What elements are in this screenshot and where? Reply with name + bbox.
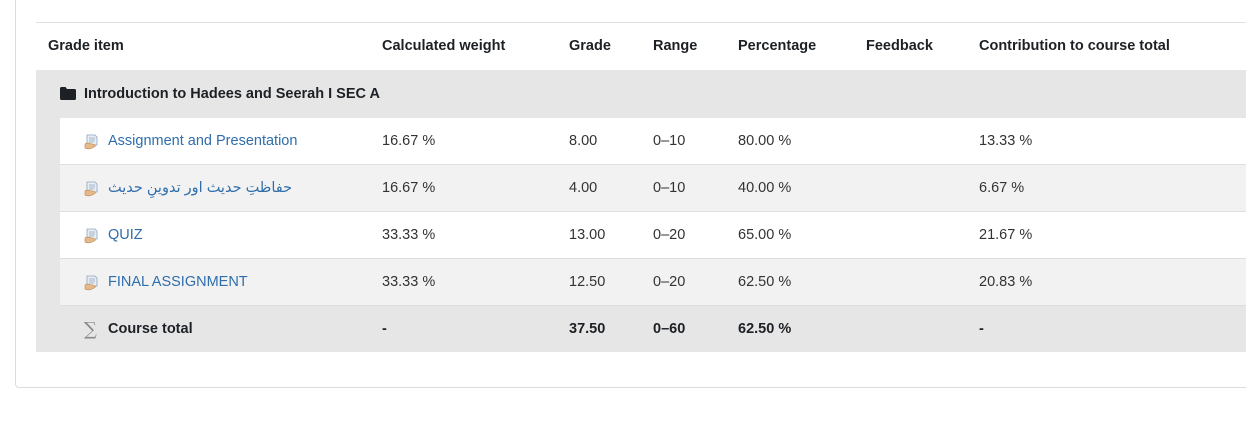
course-total-range: 0–60 xyxy=(653,321,686,337)
category-title: Introduction to Hadees and Seerah I SEC … xyxy=(84,86,380,102)
item-grade: 12.50 xyxy=(569,274,606,290)
folder-icon xyxy=(60,87,76,100)
course-total-contribution: - xyxy=(979,321,984,337)
item-percentage: 80.00 % xyxy=(738,133,792,149)
course-total-grade: 37.50 xyxy=(569,321,606,337)
item-grade: 8.00 xyxy=(569,133,598,149)
header-grade-item: Grade item xyxy=(48,38,124,54)
item-percentage: 40.00 % xyxy=(738,180,792,196)
item-contribution: 13.33 % xyxy=(979,133,1033,149)
item-grade: 4.00 xyxy=(569,180,598,196)
table-row: حفاظتِ حدیث اور تدوینِ حدیث 16.67 % 4.00 0–… xyxy=(60,165,1246,212)
item-percentage: 65.00 % xyxy=(738,227,792,243)
course-total-percentage: 62.50 % xyxy=(738,321,792,337)
item-weight: 33.33 % xyxy=(382,227,436,243)
assignment-icon xyxy=(84,181,98,197)
item-range: 0–10 xyxy=(653,180,686,196)
course-total-weight: - xyxy=(382,321,387,337)
item-weight: 16.67 % xyxy=(382,133,436,149)
assignment-icon xyxy=(84,228,98,244)
assignment-icon xyxy=(84,275,98,291)
item-contribution: 6.67 % xyxy=(979,180,1025,196)
table-row: Assignment and Presentation 16.67 % 8.00 0–… xyxy=(60,118,1246,165)
sigma-icon: ∑ xyxy=(84,319,97,340)
table-top-divider xyxy=(36,22,1246,23)
table-row: FINAL ASSIGNMENT 33.33 % 12.50 0–20 62.50 % 2… xyxy=(60,259,1246,306)
assignment-icon xyxy=(84,134,98,150)
grade-report-card xyxy=(15,0,1246,388)
grade-item-link[interactable]: FINAL ASSIGNMENT xyxy=(108,274,248,290)
course-total-row: ∑ Course total - 37.50 0–60 62.50 % - xyxy=(36,306,1246,352)
item-weight: 33.33 % xyxy=(382,274,436,290)
item-contribution: 20.83 % xyxy=(979,274,1033,290)
header-range: Range xyxy=(653,38,698,54)
header-contribution: Contribution to course total xyxy=(979,38,1170,54)
grade-item-link[interactable]: حفاظتِ حدیث اور تدوینِ حدیث xyxy=(108,180,293,196)
category-row: Introduction to Hadees and Seerah I SEC … xyxy=(36,70,1246,118)
course-total-label: Course total xyxy=(108,321,193,337)
item-range: 0–20 xyxy=(653,274,686,290)
header-feedback: Feedback xyxy=(866,38,933,54)
header-grade: Grade xyxy=(569,38,611,54)
item-weight: 16.67 % xyxy=(382,180,436,196)
item-contribution: 21.67 % xyxy=(979,227,1033,243)
item-grade: 13.00 xyxy=(569,227,606,243)
table-row: QUIZ 33.33 % 13.00 0–20 65.00 % 21.67 % xyxy=(60,212,1246,259)
grade-item-link[interactable]: QUIZ xyxy=(108,227,143,243)
item-range: 0–20 xyxy=(653,227,686,243)
grade-item-link[interactable]: Assignment and Presentation xyxy=(108,133,298,149)
header-percentage: Percentage xyxy=(738,38,817,54)
header-calculated-weight: Calculated weight xyxy=(382,38,506,54)
table-header-row: Grade item Calculated weight Grade Range… xyxy=(0,23,1246,69)
item-range: 0–10 xyxy=(653,133,686,149)
item-percentage: 62.50 % xyxy=(738,274,792,290)
